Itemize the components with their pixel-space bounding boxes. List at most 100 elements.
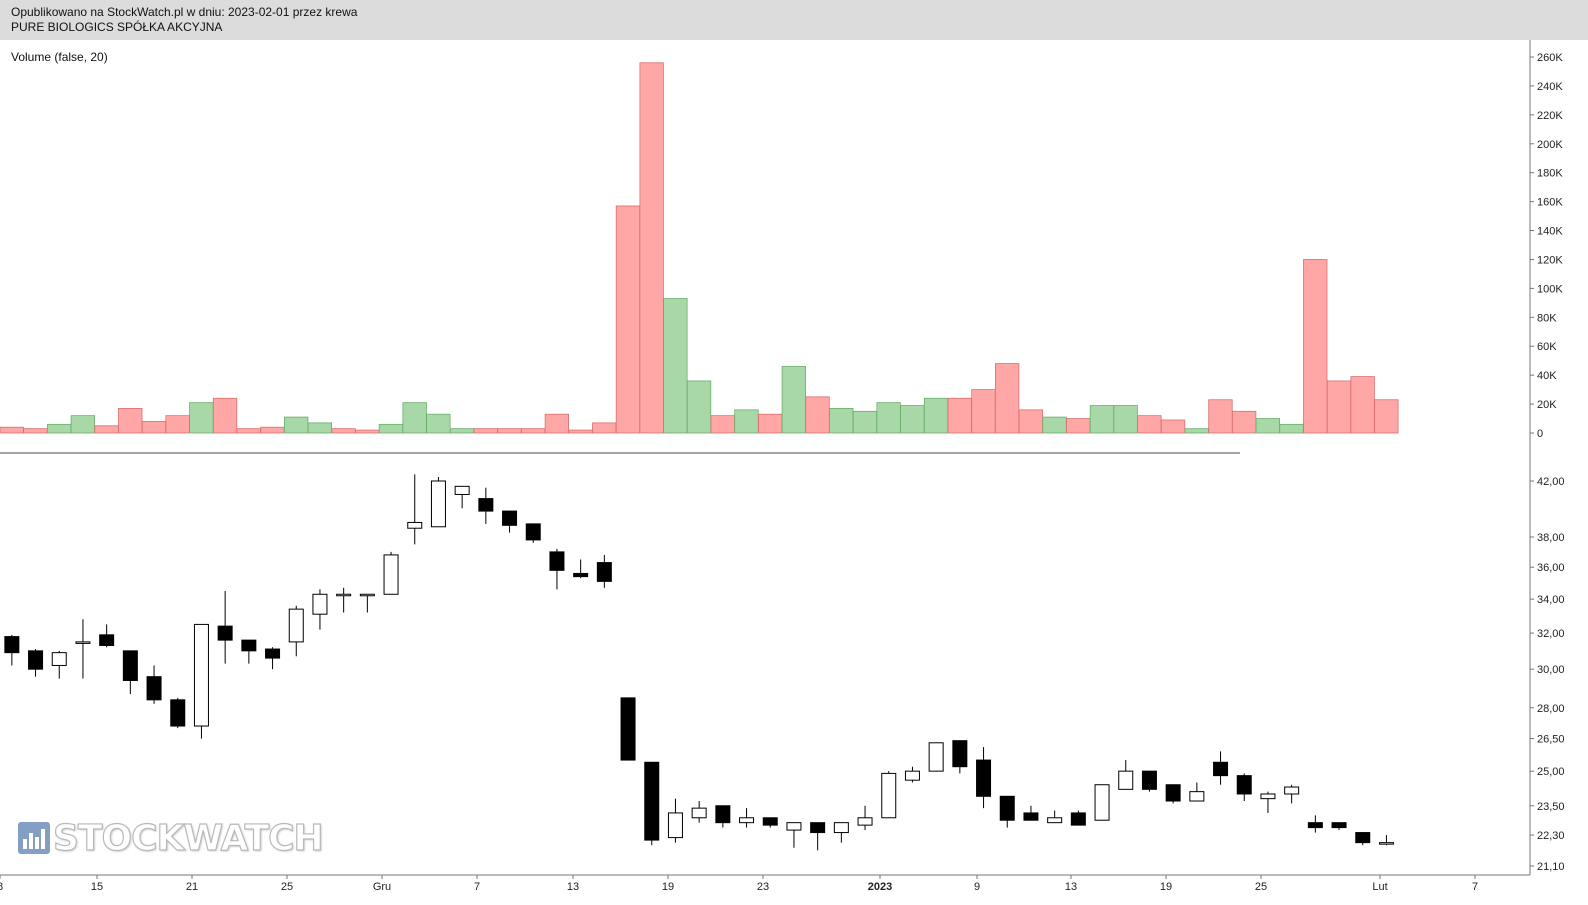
volume-bar xyxy=(781,366,806,434)
candle-body xyxy=(1141,770,1157,790)
candle-body xyxy=(976,759,992,797)
candle-body xyxy=(857,817,873,826)
volume-bar xyxy=(615,205,641,434)
price-y-tick-label: 30,00 xyxy=(1537,664,1565,676)
candle-body xyxy=(28,650,44,670)
candle-body xyxy=(1331,822,1347,829)
price-y-tick-label: 38,00 xyxy=(1537,532,1565,544)
candle-body xyxy=(312,593,328,615)
candle-body xyxy=(1307,822,1323,829)
volume-y-tick-label: 0 xyxy=(1537,428,1543,440)
volume-bar xyxy=(307,422,333,434)
header-bar: Opublikowano na StockWatch.pl w dniu: 20… xyxy=(0,0,1588,40)
volume-bar xyxy=(1255,418,1280,434)
candle-body xyxy=(217,625,233,641)
candle-body xyxy=(193,623,209,727)
candle-body xyxy=(359,593,375,597)
candle-body xyxy=(288,608,304,643)
candle-body xyxy=(146,676,162,701)
x-tick-label: Lut xyxy=(1372,881,1387,893)
price-y-tick-label: 42,00 xyxy=(1537,476,1565,488)
volume-bar xyxy=(283,416,309,434)
candle-body xyxy=(1118,770,1134,790)
candle-body xyxy=(336,593,352,597)
candle-body xyxy=(502,510,518,526)
volume-bar xyxy=(189,402,214,434)
volume-bar xyxy=(355,429,380,434)
volume-bar xyxy=(473,428,498,434)
volume-bar xyxy=(1326,380,1352,434)
candle-body xyxy=(1355,832,1371,844)
price-y-tick-label: 25,00 xyxy=(1537,766,1565,778)
candle-body xyxy=(407,521,423,529)
candle-body xyxy=(573,572,589,578)
x-tick-label: 19 xyxy=(662,881,674,893)
x-tick-label: 19 xyxy=(1160,881,1172,893)
x-tick-label: 2023 xyxy=(868,881,892,893)
volume-y-tick-label: 120K xyxy=(1537,254,1563,266)
candle-body xyxy=(75,641,91,644)
volume-bar xyxy=(829,408,854,434)
candle-body xyxy=(810,822,826,834)
volume-bar xyxy=(236,428,261,434)
candle-body xyxy=(928,742,944,772)
x-tick-label: 25 xyxy=(1255,881,1267,893)
candle-body xyxy=(1260,793,1276,800)
volume-bar xyxy=(1374,399,1399,434)
candle-body xyxy=(122,650,138,681)
volume-bar xyxy=(947,397,972,434)
candle-body xyxy=(454,485,470,495)
candle-body xyxy=(99,634,115,646)
volume-bar xyxy=(1113,405,1138,434)
candle-body xyxy=(525,523,541,541)
x-tick-label: 8 xyxy=(0,881,3,893)
volume-bar xyxy=(900,405,925,434)
x-tick-label: 21 xyxy=(186,881,198,893)
volume-bar xyxy=(1279,423,1304,434)
volume-bar xyxy=(876,402,901,434)
volume-y-tick-label: 240K xyxy=(1537,81,1563,93)
bar-chart-icon xyxy=(18,822,50,854)
published-info: Opublikowano na StockWatch.pl w dniu: 20… xyxy=(11,5,358,19)
candle-body xyxy=(1213,761,1229,777)
volume-bar xyxy=(47,423,72,434)
candle-body xyxy=(170,699,186,727)
volume-bar xyxy=(734,409,759,434)
price-y-tick-label: 32,00 xyxy=(1537,628,1565,640)
x-tick-label: 15 xyxy=(91,881,103,893)
volume-bar xyxy=(663,298,688,434)
volume-panel-title: Volume (false, 20) xyxy=(11,50,108,64)
volume-bar xyxy=(971,389,996,434)
volume-bar xyxy=(141,421,167,434)
candle-body xyxy=(739,817,755,824)
candle-body xyxy=(1047,817,1063,824)
price-y-tick-label: 28,00 xyxy=(1537,703,1565,715)
candle-body xyxy=(762,817,778,826)
candle-body xyxy=(999,795,1015,821)
candle-body xyxy=(1236,775,1252,795)
candle-body xyxy=(715,805,731,824)
candle-body xyxy=(265,648,281,659)
candle-body xyxy=(1284,786,1300,795)
volume-bar xyxy=(686,380,712,434)
volume-bar xyxy=(639,62,664,434)
volume-bar xyxy=(758,413,783,434)
volume-y-tick-label: 180K xyxy=(1537,168,1563,180)
volume-bar xyxy=(118,408,143,434)
volume-bar xyxy=(426,413,451,434)
candle-body xyxy=(241,639,257,652)
price-y-tick-label: 26,50 xyxy=(1537,734,1565,746)
volume-bar xyxy=(331,428,356,434)
volume-bar xyxy=(402,402,427,434)
volume-bar xyxy=(995,363,1020,434)
price-y-tick-label: 36,00 xyxy=(1537,562,1565,574)
candle-body xyxy=(1189,791,1205,802)
volume-bar xyxy=(1303,259,1328,434)
candle-body xyxy=(51,652,67,666)
watermark-text: STOCKWATCH xyxy=(52,817,324,859)
volume-bar xyxy=(497,428,522,434)
volume-bar xyxy=(1184,428,1209,434)
candle-body xyxy=(430,480,446,528)
candle-body xyxy=(620,697,636,761)
